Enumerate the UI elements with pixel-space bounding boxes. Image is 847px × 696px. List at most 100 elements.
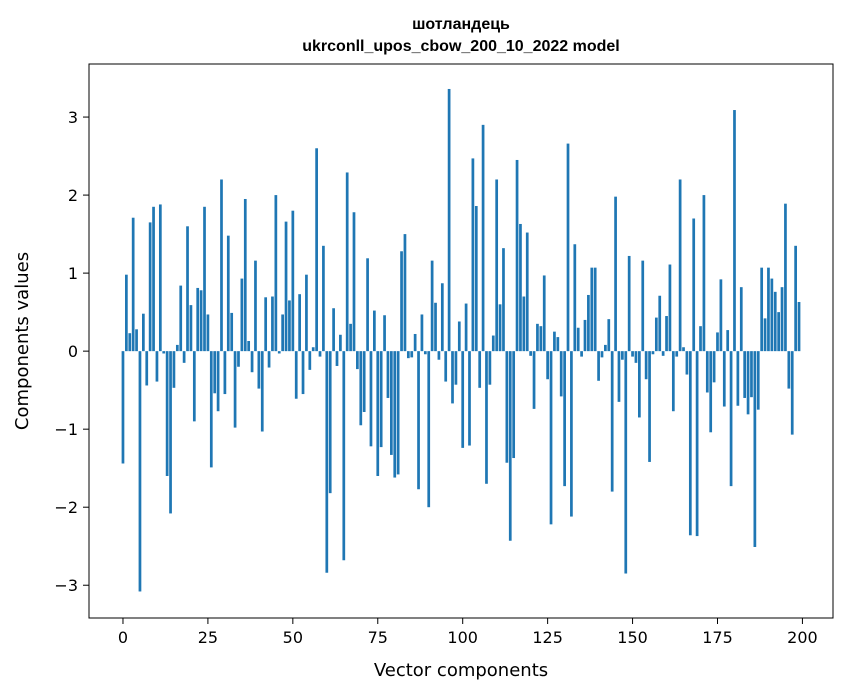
bar: [230, 312, 234, 352]
bar: [607, 319, 611, 352]
bar: [345, 172, 349, 352]
bar: [294, 351, 298, 399]
bar: [457, 321, 461, 352]
bar: [763, 318, 767, 352]
bar: [454, 351, 458, 385]
bar: [794, 245, 797, 352]
bar: [281, 314, 284, 352]
y-tick-label: 0: [68, 342, 78, 361]
bar: [376, 351, 380, 476]
bar: [444, 351, 448, 382]
bar: [658, 295, 662, 352]
bar: [593, 267, 597, 352]
bar: [661, 351, 665, 356]
bar: [478, 351, 482, 388]
bar: [318, 351, 322, 357]
bar: [209, 351, 213, 468]
y-tick-label: 2: [68, 186, 78, 205]
bar: [536, 323, 539, 352]
bar: [532, 351, 536, 409]
bar: [474, 206, 478, 352]
bar: [529, 351, 532, 356]
bar: [199, 290, 203, 352]
bar: [597, 351, 600, 381]
bar: [519, 223, 522, 352]
bar: [508, 351, 512, 541]
bar: [685, 351, 689, 375]
x-tick-label: 25: [198, 628, 218, 647]
bar: [634, 351, 638, 363]
bar: [733, 110, 736, 352]
bar: [155, 351, 159, 382]
bar: [481, 124, 485, 352]
bar: [250, 351, 254, 373]
bar: [512, 351, 516, 459]
bar: [383, 315, 386, 352]
bar: [767, 267, 770, 352]
bar: [373, 310, 376, 352]
bar: [498, 304, 502, 352]
bar: [468, 351, 471, 446]
bar: [308, 351, 312, 370]
bar: [379, 351, 383, 448]
bar: [797, 301, 801, 352]
bar: [284, 221, 288, 352]
bar: [138, 351, 142, 592]
bar: [743, 351, 747, 398]
y-axis-label: Components values: [12, 252, 33, 430]
bar: [406, 351, 410, 359]
bar: [277, 351, 281, 354]
bar: [461, 351, 465, 448]
bar: [400, 251, 403, 352]
bar: [705, 351, 709, 393]
bar: [162, 351, 166, 354]
bar: [576, 327, 580, 352]
bar: [437, 351, 441, 360]
bar: [641, 260, 645, 352]
bar: [522, 296, 526, 352]
bar: [722, 351, 726, 407]
bar: [644, 351, 648, 380]
bar: [223, 351, 227, 395]
bar: [352, 212, 356, 352]
y-tick-label: 3: [68, 108, 78, 127]
bar: [671, 351, 675, 412]
bar: [288, 300, 291, 352]
bar: [746, 351, 750, 415]
bar: [315, 148, 318, 352]
bar: [335, 351, 339, 366]
bar: [678, 179, 682, 352]
bar-series: [121, 88, 801, 592]
bar: [614, 196, 617, 352]
bar: [243, 198, 247, 352]
bar: [624, 351, 628, 574]
bar: [125, 274, 128, 352]
bar: [332, 308, 335, 352]
x-axis-ticks: 0 25 50 75 100 125 150 175 200: [118, 618, 818, 647]
bar: [699, 326, 702, 352]
bar: [131, 217, 135, 352]
bar: [736, 351, 740, 406]
bar: [311, 347, 315, 352]
bar: [362, 351, 366, 412]
bar: [165, 351, 169, 476]
bar: [665, 316, 668, 352]
x-tick-label: 125: [532, 628, 563, 647]
bar: [702, 195, 706, 352]
bar: [491, 335, 495, 352]
bar: [172, 351, 176, 388]
bar: [305, 274, 308, 352]
bar: [264, 297, 268, 352]
bar: [675, 351, 679, 357]
bar: [247, 341, 251, 352]
bar: [587, 294, 590, 352]
bar: [780, 287, 784, 352]
bar: [515, 159, 519, 352]
bar: [488, 351, 492, 385]
bar: [692, 218, 696, 352]
x-tick-label: 175: [702, 628, 733, 647]
bar: [369, 351, 373, 447]
bar: [787, 351, 791, 389]
bar: [688, 351, 692, 536]
bar: [148, 222, 152, 352]
